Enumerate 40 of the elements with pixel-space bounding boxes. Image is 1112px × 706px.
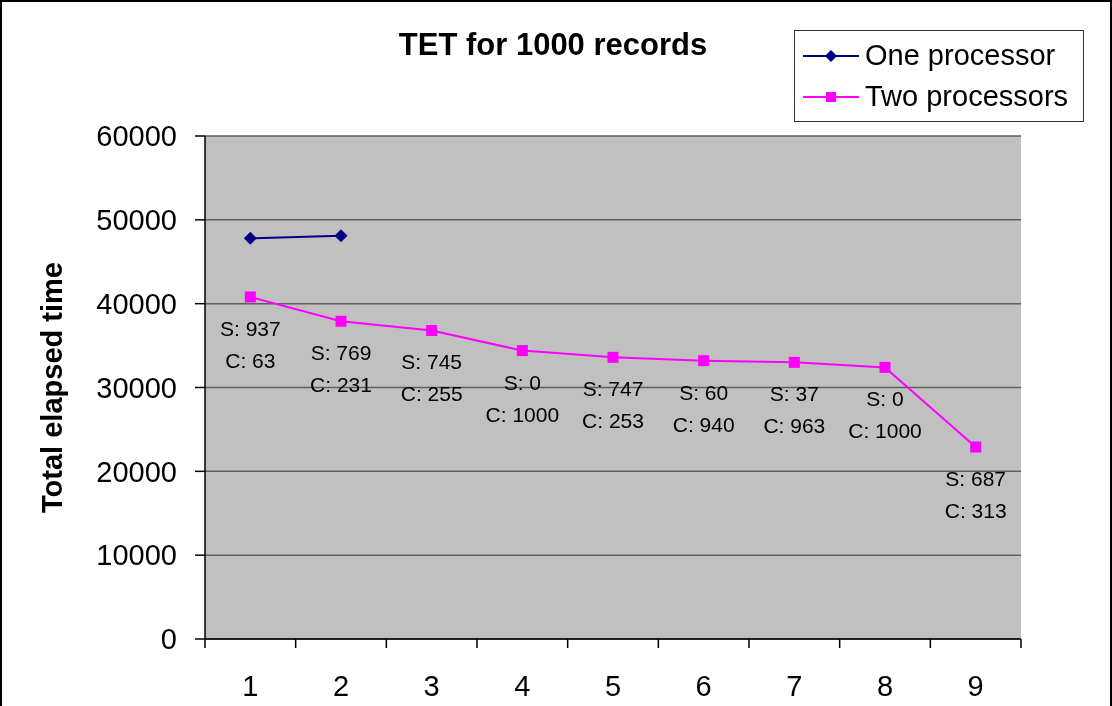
annotation: S: 745 C: 255 [400, 349, 463, 405]
point [426, 324, 438, 336]
point [334, 229, 348, 243]
annotation: S: 0 C: 1000 [485, 370, 560, 426]
point [698, 355, 710, 367]
x-tick-label: 2 [332, 670, 350, 702]
x-tick-label: 1 [242, 670, 259, 702]
y-tick-label: 10000 [96, 539, 177, 572]
point [607, 351, 619, 363]
annotation: S: 60 C: 940 [672, 380, 735, 436]
annotation: S: 687 C: 313 [944, 466, 1007, 522]
legend-label: One processor [865, 39, 1056, 72]
y-tick-label: 60000 [96, 120, 177, 153]
x-tick-label: 9 [967, 670, 984, 702]
point [244, 291, 256, 303]
y-tick-label: 20000 [96, 455, 177, 488]
x-tick-label: 5 [604, 670, 622, 702]
point [335, 315, 347, 327]
point [516, 345, 528, 357]
x-tick-label: 3 [423, 670, 440, 702]
y-tick-label: 0 [160, 623, 177, 656]
legend-label: Two processors [865, 80, 1069, 113]
point [243, 231, 257, 245]
chart-title: TET for 1000 records [398, 27, 708, 62]
y-axis-title: Total elapsed time [36, 262, 68, 513]
annotation: S: 0 C: 1000 [848, 386, 922, 442]
annotation: S: 769 C: 231 [310, 340, 372, 396]
x-tick-label: 6 [695, 670, 712, 702]
point [970, 441, 982, 453]
y-tick-label: 50000 [96, 204, 177, 237]
x-tick-label: 7 [786, 670, 803, 702]
y-tick-label: 30000 [96, 371, 177, 404]
point [879, 361, 891, 373]
x-tick-label: 4 [514, 670, 531, 702]
y-tick-label: 40000 [96, 287, 177, 320]
x-tick-label: 8 [876, 670, 894, 702]
annotation: S: 747 C: 253 [582, 376, 644, 432]
point [788, 356, 800, 368]
annotation: S: 937 C: 63 [219, 316, 281, 372]
annotation: S: 37 C: 963 [763, 381, 826, 437]
